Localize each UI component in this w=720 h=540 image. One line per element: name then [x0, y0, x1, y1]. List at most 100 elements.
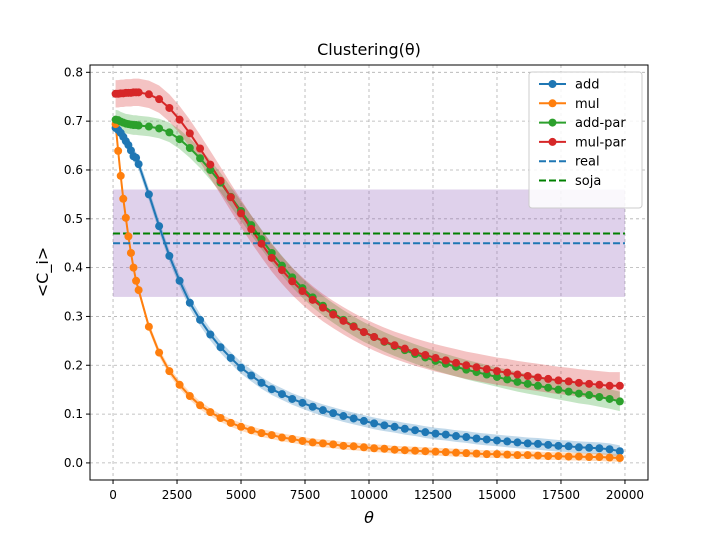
add-point	[472, 434, 481, 443]
mul-par-point	[155, 95, 164, 104]
mul-par-band	[115, 78, 620, 400]
mul-par-point	[503, 368, 512, 377]
mul-par-point	[288, 277, 297, 286]
mul-par-point	[380, 337, 389, 346]
mul-par-point	[257, 239, 266, 248]
mul-point	[441, 448, 450, 457]
add-point	[533, 439, 542, 448]
add-par-point	[564, 387, 573, 396]
mul-point	[605, 453, 614, 462]
y-tick-label: 0.0	[64, 456, 83, 470]
mul-par-point	[554, 376, 563, 385]
mul-point	[472, 449, 481, 458]
mul-point	[554, 452, 563, 461]
mul-point	[206, 408, 215, 417]
mul-point	[237, 422, 246, 431]
add-point	[267, 385, 276, 394]
add-point	[544, 440, 553, 449]
mul-point	[165, 367, 174, 376]
mul-point	[380, 444, 389, 453]
mul-par-point	[175, 115, 184, 124]
mul-point	[216, 413, 225, 422]
mul-par-point	[370, 332, 379, 341]
add-point	[175, 276, 184, 285]
mul-point	[308, 438, 317, 447]
mul-par-point	[615, 381, 624, 390]
add-par-point	[503, 375, 512, 384]
mul-par-point	[400, 344, 409, 353]
mul-par-point	[421, 351, 430, 360]
add-point	[441, 430, 450, 439]
mul-point	[116, 171, 125, 180]
add-point	[349, 414, 358, 423]
add-par-point	[523, 379, 532, 388]
add-point	[595, 444, 604, 453]
mul-par-point	[452, 358, 461, 367]
mul-par-point	[298, 287, 307, 296]
add-point	[132, 153, 141, 162]
mul-point	[121, 213, 130, 222]
legend-label-add-par: add-par	[575, 116, 626, 131]
add-point	[513, 438, 522, 447]
add-par-point	[492, 372, 501, 381]
add-point	[431, 429, 440, 438]
y-tick-label: 0.1	[64, 407, 83, 421]
add-par-point	[585, 391, 594, 400]
mul-par-point	[585, 379, 594, 388]
add-point	[605, 445, 614, 454]
mul-point	[585, 453, 594, 462]
y-axis-ticks: 0.0 0.1 0.2 0.3 0.4 0.5 0.6 0.7 0.8	[64, 65, 90, 470]
add-par-point	[513, 377, 522, 386]
add-par-point	[196, 154, 205, 163]
legend-box	[528, 71, 643, 209]
mul-point	[196, 401, 205, 410]
mul-par-point	[216, 176, 225, 185]
add-par-point	[544, 383, 553, 392]
legend-label-soja: soja	[575, 174, 601, 189]
add-point	[492, 436, 501, 445]
mul-point	[349, 442, 358, 451]
legend-label-mul-par: mul-par	[575, 135, 626, 150]
mul-point	[431, 447, 440, 456]
mul-par-point	[206, 160, 215, 169]
add-point	[329, 409, 338, 418]
mul-point	[492, 450, 501, 459]
add-point	[503, 437, 512, 446]
x-tick-label: 2500	[162, 488, 193, 502]
add-point	[370, 419, 379, 428]
add-point	[288, 394, 297, 403]
mul-point	[462, 449, 471, 458]
mul-par-point	[359, 328, 368, 337]
add-point	[523, 439, 532, 448]
mul-point	[277, 433, 286, 442]
mul-par-point	[237, 209, 246, 218]
legend-marker-add	[548, 80, 557, 88]
mul-point	[298, 436, 307, 445]
x-axis-ticks: 0 2500 5000 7500 10000 12500 15000 17500 20000	[109, 480, 644, 502]
add-par-point	[144, 122, 153, 131]
mul-point	[155, 348, 164, 357]
mul-par-point	[144, 90, 153, 99]
mul-par-point	[226, 193, 235, 202]
add-point	[421, 428, 430, 437]
mul-par-point	[134, 88, 143, 97]
legend-label-real: real	[575, 155, 600, 170]
add-par-point	[134, 121, 143, 130]
add-point	[185, 298, 194, 307]
mul-point	[247, 426, 256, 435]
mul-point	[615, 454, 624, 463]
add-par-point	[574, 389, 583, 398]
x-tick-label: 5000	[226, 488, 257, 502]
mul-par-point	[431, 353, 440, 362]
add-point	[226, 353, 235, 362]
mul-par-point	[318, 303, 327, 312]
mul-par-point	[277, 266, 286, 275]
x-tick-label: 15000	[478, 488, 516, 502]
mul-point	[175, 380, 184, 389]
add-point	[411, 426, 420, 435]
mul-par-point	[441, 356, 450, 365]
add-point	[308, 402, 317, 411]
add-point	[196, 315, 205, 324]
mul-par-point	[472, 363, 481, 372]
